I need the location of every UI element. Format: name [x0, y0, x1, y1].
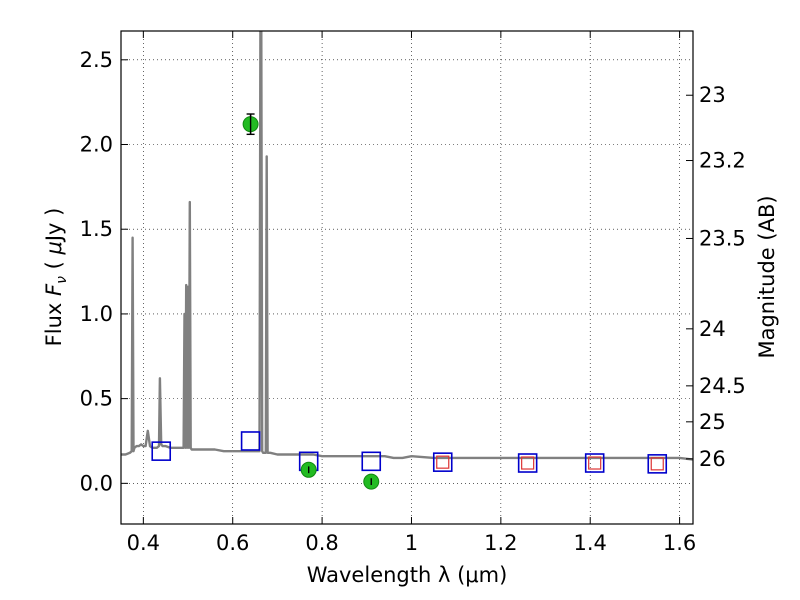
model-photometry-nir-point [588, 456, 602, 470]
ticks: 0.4 0.6 0.8 1 1.2 1.4 1.6 0.0 0.5 1.0 1.5 2.0 2.5 23 2… [80, 31, 746, 555]
x-axis-label: Wavelength λ (μm) [307, 563, 508, 587]
y-tick-label: 2.5 [80, 48, 113, 72]
x-tick-label: 0.4 [127, 531, 160, 555]
y-tick-label: 0.0 [80, 471, 113, 495]
model-photometry-point [517, 453, 538, 473]
grid [121, 31, 693, 524]
x-tick-label: 1 [405, 531, 418, 555]
mag-tick-label: 24 [699, 317, 726, 341]
x-tick-label: 1.6 [663, 531, 696, 555]
mag-tick-label: 23.2 [699, 149, 746, 173]
mag-tick-label: 23.5 [699, 226, 746, 250]
model-photometry-point [432, 452, 453, 472]
model-photometry-nir-point [436, 455, 450, 469]
x-tick-label: 0.8 [305, 531, 338, 555]
mag-tick-label: 25 [699, 410, 726, 434]
x-tick-label: 0.6 [216, 531, 249, 555]
x-tick-label: 1.2 [484, 531, 517, 555]
y-axis-label: Flux Fν ( μJy ) [42, 208, 70, 347]
y-tick-label: 0.5 [80, 387, 113, 411]
mag-tick-label: 24.5 [699, 374, 746, 398]
model-photometry-point [647, 454, 668, 474]
y-tick-label: 2.0 [80, 133, 113, 157]
y-tick-label: 1.0 [80, 302, 113, 326]
mag-tick-label: 26 [699, 447, 726, 471]
model-photometry-point [361, 451, 382, 472]
x-tick-label: 1.4 [574, 531, 607, 555]
model-photometry-point [584, 453, 605, 473]
model-spectrum-line [121, 31, 693, 461]
y2-axis-label: Magnitude (AB) [755, 195, 779, 358]
model-photometry-point [151, 441, 172, 461]
y-tick-label: 1.5 [80, 217, 113, 241]
model-photometry-nir-point [521, 456, 535, 470]
plot-frame [120, 30, 694, 525]
model-photometry-point [240, 431, 261, 451]
mag-tick-label: 23 [699, 83, 726, 107]
plot-content [121, 31, 693, 490]
model-photometry-nir-point [650, 457, 664, 471]
